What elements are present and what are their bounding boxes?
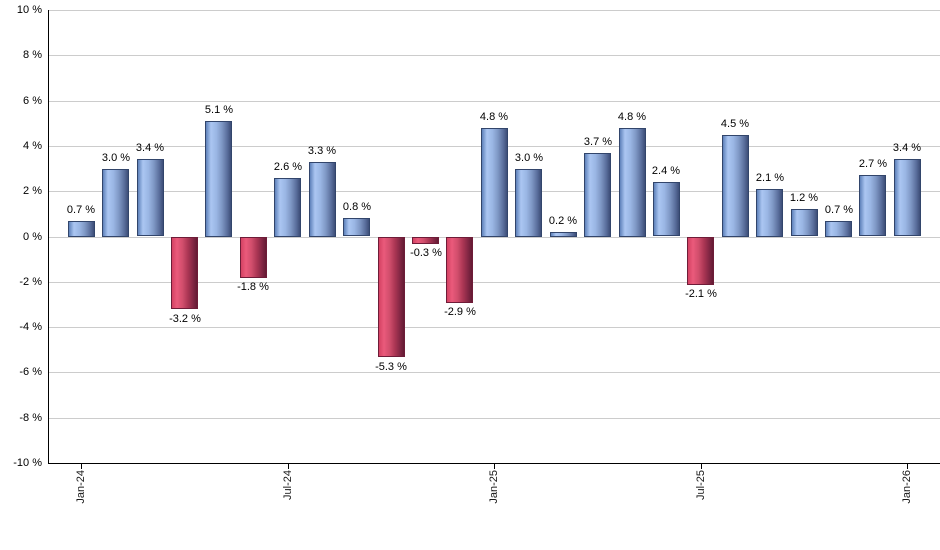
y-gridline [48,327,940,328]
y-gridline [48,418,940,419]
bar [481,128,508,237]
y-axis-tick-label: 6 % [23,95,42,107]
bar-value-label: 0.2 % [548,215,578,227]
bar [722,135,749,237]
bar [515,169,542,237]
bar [274,178,301,237]
x-axis-tick-label: Jan-25 [488,470,500,504]
bar [584,153,611,237]
x-axis-tick-label: Jul-25 [695,470,707,500]
x-axis-tick-label: Jan-24 [75,470,87,504]
x-axis-tick [494,464,495,469]
bar-value-label: 2.7 % [858,158,888,170]
bar [791,209,818,236]
x-axis-tick [81,464,82,469]
y-axis-tick-label: 0 % [23,231,42,243]
bar-value-label: 3.0 % [101,152,131,164]
bar-value-label: -3.2 % [169,313,201,325]
bar-value-label: 2.1 % [755,172,785,184]
x-axis-line [48,463,940,464]
bar [859,175,886,236]
y-axis-tick-label: 2 % [23,185,42,197]
bar-value-label: 3.4 % [892,142,922,154]
bar-value-label: 2.6 % [273,161,303,173]
bar-value-label: -5.3 % [375,361,407,373]
x-axis-tick [907,464,908,469]
bar-value-label: -0.3 % [410,247,442,259]
bar [137,159,164,236]
bar [205,121,232,237]
x-axis-tick-label: Jan-26 [901,470,913,504]
y-gridline [48,237,940,238]
x-axis-tick-label: Jul-24 [282,470,294,500]
bar-value-label: 0.8 % [342,201,372,213]
y-axis-tick-label: 8 % [23,49,42,61]
y-axis-tick-label: -6 % [19,366,42,378]
y-axis-tick-label: -8 % [19,412,42,424]
y-axis-tick-label: -10 % [13,457,42,469]
bar-value-label: 3.7 % [583,136,613,148]
bar [687,237,714,285]
bar-value-label: -1.8 % [237,281,269,293]
bar-value-label: 4.8 % [479,111,509,123]
bar [653,182,680,236]
bar [378,237,405,357]
bar-value-label: 3.3 % [307,145,337,157]
y-gridline [48,372,940,373]
bar [102,169,129,237]
bar [171,237,198,309]
bar-value-label: 5.1 % [204,104,234,116]
bar-value-label: 4.8 % [617,111,647,123]
x-axis-tick [288,464,289,469]
bar [894,159,921,236]
bar [756,189,783,237]
y-axis-tick-label: -4 % [19,321,42,333]
y-gridline [48,101,940,102]
bar [240,237,267,278]
y-gridline [48,282,940,283]
x-axis-tick [701,464,702,469]
bar-value-label: 3.4 % [135,142,165,154]
y-axis-tick-label: 10 % [16,4,42,16]
bar [446,237,473,303]
bar [412,237,439,244]
bar [550,232,577,237]
bar [619,128,646,237]
bar-value-label: 2.4 % [651,165,681,177]
bar [68,221,95,237]
bar-value-label: 4.5 % [720,118,750,130]
bar-value-label: 1.2 % [789,192,819,204]
bar-value-label: -2.1 % [685,288,717,300]
y-axis-tick-label: 4 % [23,140,42,152]
bar-value-label: 0.7 % [824,204,854,216]
bar-value-label: 0.7 % [66,204,96,216]
bar-value-label: 3.0 % [514,152,544,164]
bar [343,218,370,236]
bar [825,221,852,237]
y-axis-tick-label: -2 % [19,276,42,288]
bar-value-label: -2.9 % [444,306,476,318]
bar [309,162,336,237]
y-gridline [48,55,940,56]
y-gridline [48,10,940,11]
y-axis-line [48,10,49,464]
